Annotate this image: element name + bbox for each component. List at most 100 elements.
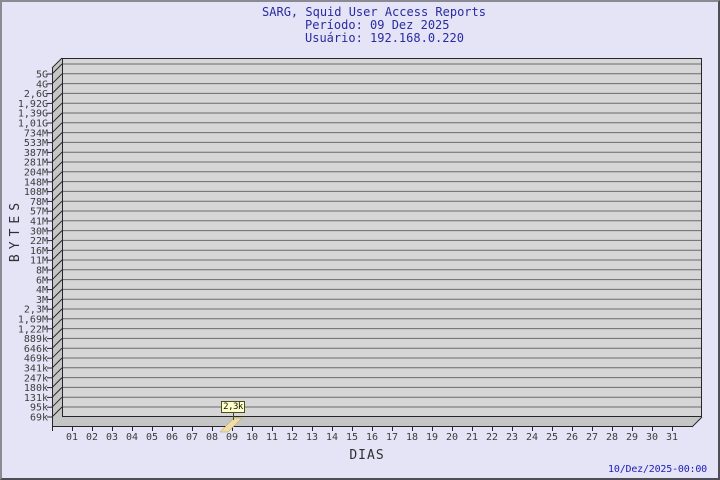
x-tick-label: 02 bbox=[86, 432, 98, 443]
y-tick-connector bbox=[51, 132, 63, 143]
x-tick-label: 24 bbox=[526, 432, 538, 443]
y-tick-connector bbox=[51, 210, 63, 222]
y-tick-label: 30M bbox=[30, 226, 48, 237]
y-tick-connector bbox=[51, 220, 63, 232]
x-tick-label: 09 bbox=[226, 432, 238, 443]
y-tick-label: 1,39G bbox=[18, 109, 48, 120]
y-tick-label: 41M bbox=[30, 217, 48, 228]
x-tick-label: 12 bbox=[286, 432, 298, 443]
y-tick-connector bbox=[51, 308, 63, 320]
x-tick-label: 05 bbox=[146, 432, 158, 443]
generated-timestamp: 10/Dez/2025-00:00 bbox=[608, 464, 707, 475]
y-tick-label: 1,69M bbox=[18, 315, 48, 326]
y-tick-label: 57M bbox=[30, 207, 48, 218]
y-tick-label: 4M bbox=[36, 285, 48, 296]
y-tick-connector bbox=[51, 93, 63, 104]
y-tick-connector bbox=[51, 347, 63, 359]
y-tick-connector bbox=[51, 240, 63, 251]
y-tick-connector bbox=[51, 259, 63, 271]
y-tick-connector bbox=[51, 83, 63, 94]
chart-title: SARG, Squid User Access Reports bbox=[262, 5, 486, 19]
x-tick-label: 29 bbox=[626, 432, 638, 443]
x-tick-label: 30 bbox=[646, 432, 658, 443]
y-tick-label: 2,3M bbox=[24, 305, 48, 316]
y-tick-connector bbox=[51, 289, 63, 300]
y-tick-label: 148M bbox=[24, 177, 48, 188]
y-tick-label: 734M bbox=[24, 128, 48, 139]
x-tick-label: 08 bbox=[206, 432, 218, 443]
y-tick-label: 646k bbox=[24, 344, 48, 355]
y-tick-label: 469k bbox=[24, 354, 48, 365]
y-tick-connector bbox=[51, 230, 63, 241]
x-tick-label: 17 bbox=[386, 432, 398, 443]
y-tick-label: 11M bbox=[30, 256, 48, 267]
x-tick-label: 04 bbox=[126, 432, 138, 443]
y-tick-connector bbox=[51, 357, 63, 369]
y-tick-connector bbox=[51, 161, 63, 173]
y-tick-connector bbox=[51, 367, 63, 379]
y-tick-label: 1,01G bbox=[18, 119, 48, 130]
y-tick-label: 69k bbox=[30, 413, 48, 424]
y-tick-connector bbox=[51, 181, 63, 192]
x-tick-label: 16 bbox=[366, 432, 378, 443]
bar-value-tooltip: 2,3k bbox=[221, 401, 245, 413]
y-tick-connector bbox=[51, 406, 63, 418]
y-tick-label: 341k bbox=[24, 364, 48, 375]
y-tick-connector bbox=[51, 200, 63, 212]
y-tick-connector bbox=[51, 73, 63, 85]
y-tick-connector bbox=[51, 396, 63, 408]
x-tick-label: 31 bbox=[666, 432, 678, 443]
y-tick-label: 281M bbox=[24, 158, 48, 169]
y-tick-connector bbox=[51, 249, 63, 261]
x-tick-label: 14 bbox=[326, 432, 338, 443]
y-tick-label: 2,6G bbox=[24, 89, 48, 100]
y-tick-label: 180k bbox=[24, 383, 48, 394]
x-tick-label: 10 bbox=[246, 432, 258, 443]
x-tick-label: 22 bbox=[486, 432, 498, 443]
y-tick-connector bbox=[51, 63, 63, 75]
x-tick-label: 28 bbox=[606, 432, 618, 443]
y-tick-label: 131k bbox=[24, 393, 48, 404]
x-tick-label: 06 bbox=[166, 432, 178, 443]
y-tick-connector bbox=[51, 269, 63, 281]
y-tick-connector bbox=[51, 142, 63, 153]
y-tick-label: 1,22M bbox=[18, 324, 48, 335]
y-tick-label: 78M bbox=[30, 197, 48, 208]
y-tick-connector bbox=[51, 191, 63, 202]
x-tick-label: 25 bbox=[546, 432, 558, 443]
y-tick-connector bbox=[51, 318, 63, 330]
plot-area bbox=[62, 58, 702, 417]
y-tick-label: 247k bbox=[24, 373, 48, 384]
y-tick-label: 22M bbox=[30, 236, 48, 247]
y-tick-label: 1,92G bbox=[18, 99, 48, 110]
x-tick-label: 18 bbox=[406, 432, 418, 443]
y-tick-label: 16M bbox=[30, 246, 48, 257]
y-tick-connector bbox=[51, 328, 63, 339]
x-tick-label: 07 bbox=[186, 432, 198, 443]
x-tick-label: 01 bbox=[66, 432, 78, 443]
x-axis-title: DIAS bbox=[349, 448, 385, 463]
y-tick-connector bbox=[51, 112, 63, 124]
x-tick-label: 15 bbox=[346, 432, 358, 443]
chart-period-subtitle: Período: 09 Dez 2025 bbox=[305, 18, 450, 32]
y-tick-label: 204M bbox=[24, 168, 48, 179]
bar-day-09 bbox=[219, 417, 243, 433]
x-tick-label: 13 bbox=[306, 432, 318, 443]
y-tick-label: 108M bbox=[24, 187, 48, 198]
x-tick-label: 19 bbox=[426, 432, 438, 443]
y-tick-label: 8M bbox=[36, 266, 48, 277]
y-tick-label: 889k bbox=[24, 334, 48, 345]
floor-right-edge bbox=[691, 416, 703, 428]
y-tick-connector bbox=[51, 122, 63, 134]
y-tick-connector bbox=[51, 338, 63, 349]
x-tick-label: 27 bbox=[586, 432, 598, 443]
x-tick-label: 11 bbox=[266, 432, 278, 443]
y-tick-connector bbox=[51, 377, 63, 388]
y-tick-label: 5G bbox=[36, 70, 48, 81]
y-tick-label: 3M bbox=[36, 295, 48, 306]
chart-floor bbox=[52, 417, 702, 427]
y-tick-connector bbox=[51, 279, 63, 290]
x-tick-label: 21 bbox=[466, 432, 478, 443]
x-tick-label: 03 bbox=[106, 432, 118, 443]
